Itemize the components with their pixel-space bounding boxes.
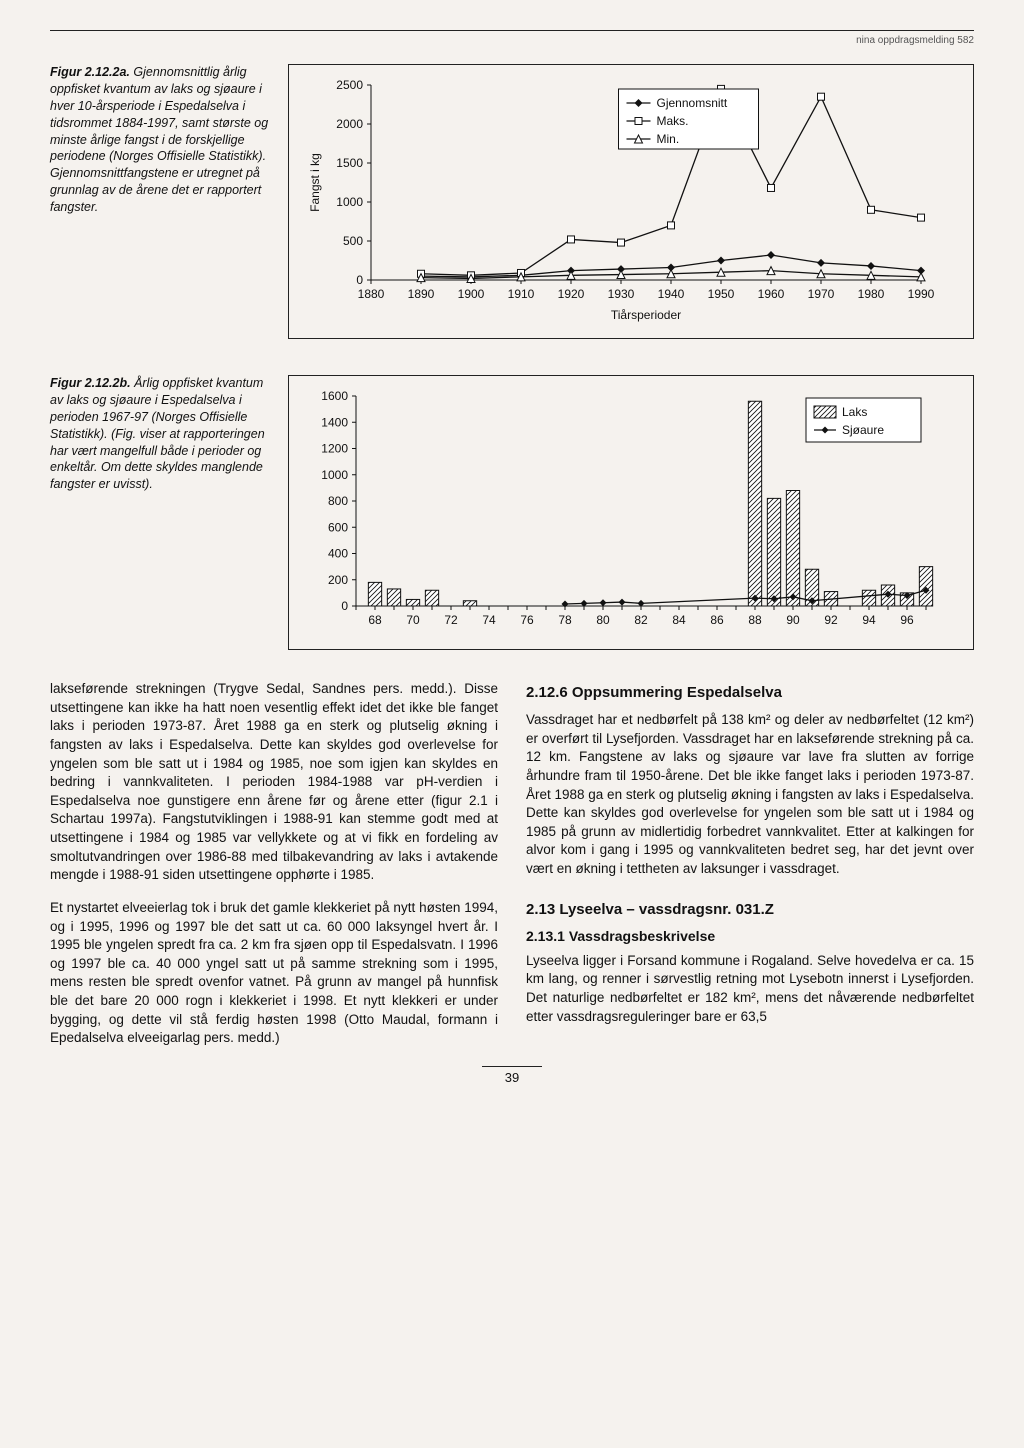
left-para-1: lakseførende strekningen (Trygve Sedal, … xyxy=(50,680,498,885)
svg-text:1950: 1950 xyxy=(708,287,735,301)
svg-text:1900: 1900 xyxy=(458,287,485,301)
svg-text:1940: 1940 xyxy=(658,287,685,301)
svg-text:600: 600 xyxy=(328,520,348,534)
figure-1-row: Figur 2.12.2a. Gjennomsnittlig årlig opp… xyxy=(50,64,974,339)
heading-2-12-6: 2.12.6 Oppsummering Espedalselva xyxy=(526,684,974,701)
figure-2-label: Figur 2.12.2b. xyxy=(50,376,131,390)
svg-text:500: 500 xyxy=(343,234,363,248)
figure-2-caption-text: Årlig oppfisket kvantum av laks og sjøau… xyxy=(50,376,265,491)
svg-text:1920: 1920 xyxy=(558,287,585,301)
figure-1-caption-text: Gjennomsnittlig årlig oppfisket kvantum … xyxy=(50,65,268,214)
svg-text:2000: 2000 xyxy=(336,117,363,131)
svg-text:0: 0 xyxy=(341,599,348,613)
svg-text:1970: 1970 xyxy=(808,287,835,301)
svg-text:1000: 1000 xyxy=(321,468,348,482)
svg-text:78: 78 xyxy=(558,613,572,627)
report-id: nina oppdragsmelding 582 xyxy=(50,35,974,46)
figure-2-caption: Figur 2.12.2b. Årlig oppfisket kvantum a… xyxy=(50,375,270,650)
svg-text:1980: 1980 xyxy=(858,287,885,301)
figure-1-svg: 0 500 1000 1500 2000 2500 1880 1890 1900 1910 1920… xyxy=(301,75,941,325)
left-para-2: Et nystartet elveeierlag tok i bruk det … xyxy=(50,899,498,1048)
svg-text:2500: 2500 xyxy=(336,78,363,92)
figure-1-caption: Figur 2.12.2a. Gjennomsnittlig årlig opp… xyxy=(50,64,270,339)
svg-text:84: 84 xyxy=(672,613,686,627)
figure-2-chartbox: 0 200 400 600 800 1000 1200 1400 1600 68 70 72 74 76 7… xyxy=(288,375,974,650)
right-column: 2.12.6 Oppsummering Espedalselva Vassdra… xyxy=(526,680,974,1048)
svg-text:76: 76 xyxy=(520,613,534,627)
svg-text:400: 400 xyxy=(328,547,348,561)
svg-text:70: 70 xyxy=(406,613,420,627)
svg-text:68: 68 xyxy=(368,613,382,627)
svg-text:800: 800 xyxy=(328,494,348,508)
svg-text:1910: 1910 xyxy=(508,287,535,301)
top-rule xyxy=(50,30,974,31)
svg-text:1960: 1960 xyxy=(758,287,785,301)
svg-text:Sjøaure: Sjøaure xyxy=(842,423,884,437)
svg-text:82: 82 xyxy=(634,613,648,627)
heading-2-13-1: 2.13.1 Vassdragsbeskrivelse xyxy=(526,928,974,944)
svg-text:200: 200 xyxy=(328,573,348,587)
svg-text:Fangst i kg: Fangst i kg xyxy=(308,153,322,212)
svg-text:80: 80 xyxy=(596,613,610,627)
svg-text:Tiårsperioder: Tiårsperioder xyxy=(611,308,681,322)
figure-1-chartbox: 0 500 1000 1500 2000 2500 1880 1890 1900 1910 1920… xyxy=(288,64,974,339)
svg-text:1400: 1400 xyxy=(321,415,348,429)
figure-2-svg: 0 200 400 600 800 1000 1200 1400 1600 68 70 72 74 76 7… xyxy=(301,386,941,636)
svg-text:1600: 1600 xyxy=(321,389,348,403)
svg-text:1880: 1880 xyxy=(358,287,385,301)
page-number: 39 xyxy=(482,1066,542,1085)
figure-1-label: Figur 2.12.2a. xyxy=(50,65,130,79)
svg-text:1890: 1890 xyxy=(408,287,435,301)
svg-text:1930: 1930 xyxy=(608,287,635,301)
svg-text:74: 74 xyxy=(482,613,496,627)
svg-text:1500: 1500 xyxy=(336,156,363,170)
svg-text:1000: 1000 xyxy=(336,195,363,209)
svg-text:92: 92 xyxy=(824,613,838,627)
svg-text:0: 0 xyxy=(356,273,363,287)
svg-text:Gjennomsnitt: Gjennomsnitt xyxy=(657,96,728,110)
svg-text:88: 88 xyxy=(748,613,762,627)
svg-text:96: 96 xyxy=(900,613,914,627)
right-para-1: Vassdraget har et nedbørfelt på 138 km² … xyxy=(526,711,974,879)
right-para-2: Lyseelva ligger i Forsand kommune i Roga… xyxy=(526,952,974,1027)
svg-text:Laks: Laks xyxy=(842,405,867,419)
body-columns: lakseførende strekningen (Trygve Sedal, … xyxy=(50,680,974,1048)
figure-2-row: Figur 2.12.2b. Årlig oppfisket kvantum a… xyxy=(50,375,974,650)
heading-2-13: 2.13 Lyseelva – vassdragsnr. 031.Z xyxy=(526,901,974,918)
left-column: lakseførende strekningen (Trygve Sedal, … xyxy=(50,680,498,1048)
svg-text:Maks.: Maks. xyxy=(657,114,689,128)
svg-text:94: 94 xyxy=(862,613,876,627)
svg-text:1990: 1990 xyxy=(908,287,935,301)
svg-text:90: 90 xyxy=(786,613,800,627)
svg-text:Min.: Min. xyxy=(657,132,680,146)
svg-text:72: 72 xyxy=(444,613,458,627)
svg-text:1200: 1200 xyxy=(321,442,348,456)
svg-text:86: 86 xyxy=(710,613,724,627)
